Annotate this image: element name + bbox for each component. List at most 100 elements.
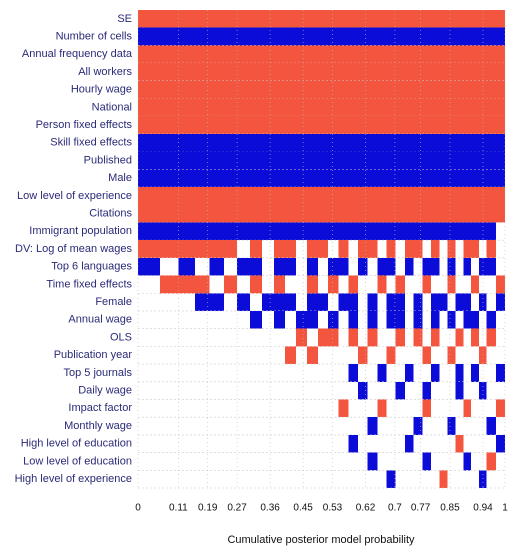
cell [224,417,237,435]
cell [338,293,349,311]
cell [386,399,395,417]
cell [377,187,387,205]
cell [422,381,431,400]
cell [404,116,414,134]
cell [138,364,160,382]
cell [262,151,274,170]
cell [377,435,386,453]
cell [318,399,328,417]
x-tick-label: 0 [135,503,141,514]
cell [455,346,463,364]
x-tick-label: 0.85 [440,503,460,514]
cell [471,204,479,223]
cell [237,276,250,294]
cell [328,275,339,294]
cell [455,328,464,347]
cell [138,98,161,117]
cell [237,435,250,453]
row-label: Annual frequency data [22,48,133,60]
cell [178,133,195,152]
cell [195,435,210,453]
row-label: Top 5 journals [64,367,133,379]
cell [249,63,263,81]
cell [160,435,178,453]
cell [209,293,225,311]
cell [396,417,405,435]
cell [307,310,318,329]
cell [285,276,296,294]
cell [237,80,250,99]
cell [285,116,297,134]
cell [455,169,464,188]
cell [160,45,179,64]
cell [495,116,505,134]
cell [224,98,238,117]
cell [377,399,387,418]
cell [471,293,479,311]
cell [405,329,414,347]
cell [210,453,225,471]
cell [430,169,440,188]
cell [160,27,179,46]
cell [348,222,359,241]
cell [273,133,286,152]
cell [224,169,238,188]
cell [209,151,225,170]
cell [237,222,250,241]
cell [262,80,274,99]
cell [447,204,456,223]
cell [317,10,329,28]
cell [395,116,405,134]
cell [463,45,472,64]
cell [210,417,225,435]
cell [422,169,431,188]
cell [358,169,368,188]
cell [358,417,368,435]
cell [262,293,274,311]
x-tick-label: 0.45 [293,503,313,514]
cell [285,293,297,311]
cell [404,240,414,258]
cell [358,133,368,152]
cell [439,116,448,134]
cell [338,187,349,205]
cell [348,45,359,64]
cell [463,240,472,258]
cell [160,240,179,258]
cell [367,116,378,134]
cell [377,240,386,258]
cell [224,346,237,364]
cell [439,382,447,400]
cell [285,63,297,81]
cell [160,222,179,241]
cell [237,10,250,28]
cell [447,98,456,117]
cell [285,435,296,453]
cell [377,417,386,435]
cell [463,63,472,81]
cell [210,276,225,294]
cell [447,382,455,400]
cell [405,453,414,471]
cell [395,222,405,241]
cell [307,116,318,134]
cell [296,293,307,311]
cell [328,204,339,223]
cell [377,10,387,28]
cell [249,80,263,99]
cell [495,399,505,418]
cell [273,80,286,99]
cell [224,63,238,81]
cell [495,434,505,453]
cell [348,417,358,435]
cell [273,204,286,223]
cell [414,276,423,294]
cell [338,329,348,347]
row-label: Impact factor [68,402,132,414]
cell [195,470,210,488]
cell [237,27,250,46]
cell [178,116,195,134]
cell [138,10,161,28]
cell [317,328,329,347]
cell [307,275,318,294]
